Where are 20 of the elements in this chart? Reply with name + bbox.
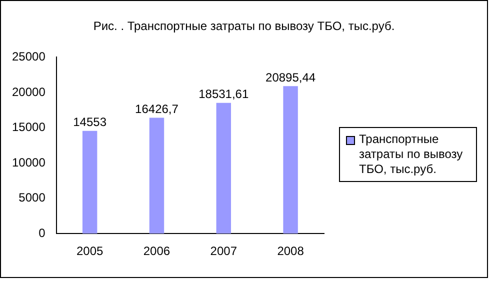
data-label: 18531,61 <box>198 87 249 102</box>
y-tick-label: 10000 <box>12 155 46 170</box>
data-label: 14553 <box>73 115 107 130</box>
x-tick-label: 2008 <box>277 244 304 258</box>
y-tick-label: 15000 <box>12 120 46 134</box>
x-tick-label: 2007 <box>210 244 238 258</box>
x-tick-label: 2006 <box>143 244 170 258</box>
data-label: 20895,44 <box>266 70 316 84</box>
bar <box>82 130 98 234</box>
bar <box>283 86 298 234</box>
chart-title: Рис. . Транспортные затраты по вывозу ТБО, тыс.руб. <box>92 19 396 33</box>
bar <box>216 102 231 234</box>
y-tick-label: 20000 <box>12 84 46 99</box>
x-tick-label: 2005 <box>76 244 104 258</box>
y-tick-label: 25000 <box>12 50 46 64</box>
legend-label: Транспортные затраты по вывозу ТБО, тыс.руб. <box>359 132 464 177</box>
data-label: 16426,7 <box>135 102 179 116</box>
y-tick-label: 5000 <box>18 190 46 205</box>
bar <box>149 118 164 234</box>
y-tick-label: 0 <box>38 226 46 240</box>
